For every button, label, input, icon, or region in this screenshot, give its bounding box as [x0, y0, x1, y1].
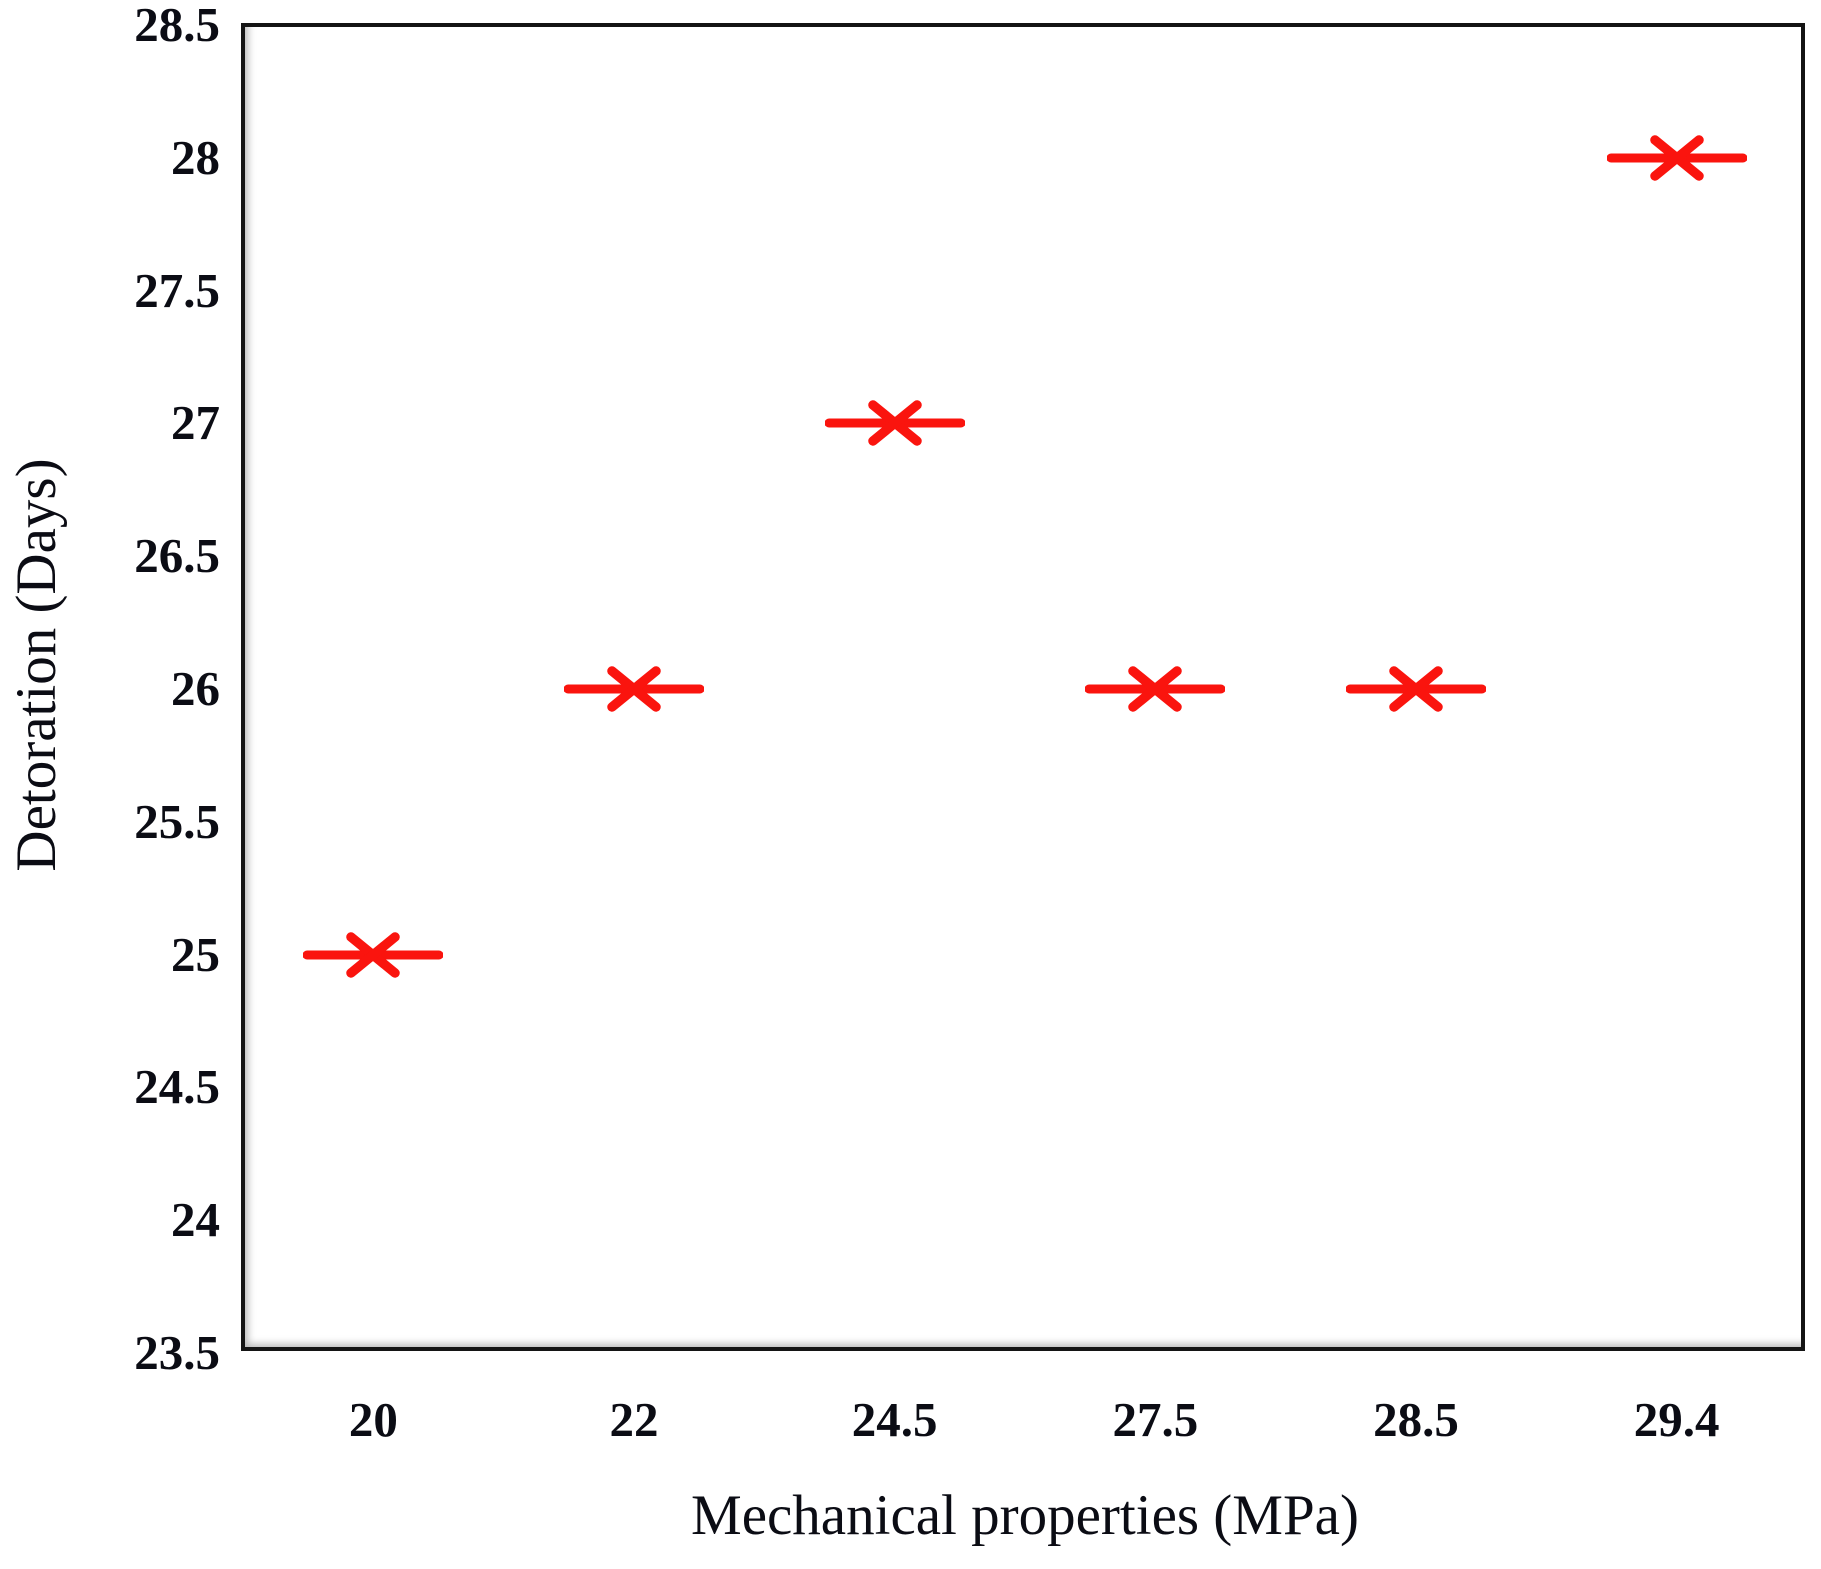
y-tick-label: 28	[171, 129, 220, 185]
data-point-marker	[1346, 666, 1486, 712]
y-tick-label: 24	[171, 1192, 220, 1248]
y-tick-label: 26.5	[134, 528, 220, 584]
x-tick-label: 22	[609, 1392, 659, 1447]
x-tick-label: 27.5	[1112, 1392, 1199, 1447]
data-point-marker	[1606, 135, 1747, 181]
y-tick-label: 25	[171, 926, 220, 982]
data-point-marker	[824, 400, 965, 447]
x-tick-label: 28.5	[1373, 1392, 1459, 1447]
y-tick-label: 25.5	[134, 793, 220, 849]
y-tick-label: 28.5	[134, 0, 220, 52]
x-tick-label: 20	[348, 1392, 398, 1447]
data-point-marker	[564, 666, 704, 712]
y-tick-label: 23.5	[134, 1325, 220, 1380]
data-point-marker	[1085, 666, 1226, 712]
y-tick-label: 26	[171, 661, 220, 716]
x-axis-title: Mechanical properties (MPa)	[691, 1484, 1359, 1547]
y-tick-label: 24.5	[134, 1059, 220, 1115]
y-tick-label: 27.5	[134, 262, 220, 318]
data-point-marker	[303, 931, 444, 978]
plot-area	[241, 23, 1805, 1351]
x-tick-label: 29.4	[1633, 1392, 1720, 1447]
y-tick-label: 27	[171, 395, 220, 451]
x-tick-label: 24.5	[851, 1392, 938, 1447]
